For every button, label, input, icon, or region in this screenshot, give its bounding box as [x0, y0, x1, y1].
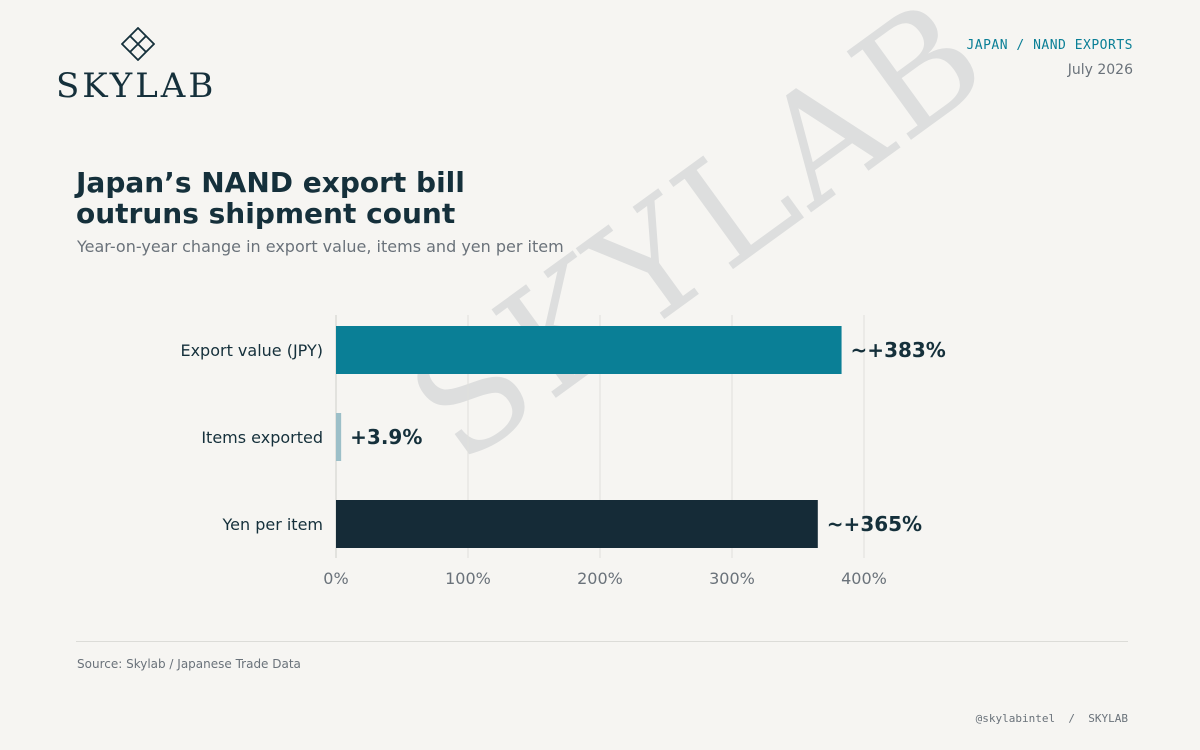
category-label: Items exported	[201, 428, 323, 447]
chart-title-line-1: Japan’s NAND export bill	[76, 166, 465, 199]
footer-handle: @skylabintel / SKYLAB	[975, 712, 1128, 725]
publish-date: July 2026	[1067, 62, 1133, 78]
bar	[336, 326, 842, 374]
diamond-lattice-icon	[121, 27, 155, 61]
chart-title: Japan’s NAND export bill outruns shipmen…	[76, 167, 636, 229]
source-note: Source: Skylab / Japanese Trade Data	[77, 657, 301, 671]
bar	[336, 413, 342, 461]
x-tick-label: 0%	[323, 569, 348, 588]
category-label: Yen per item	[221, 515, 323, 534]
x-tick-label: 400%	[841, 569, 887, 588]
x-tick-label: 300%	[709, 569, 755, 588]
brand-wordmark: SKYLAB	[56, 66, 217, 106]
chart-title-line-2: outruns shipment count	[76, 197, 456, 230]
bar	[336, 500, 818, 548]
x-tick-label: 200%	[577, 569, 623, 588]
x-tick-label: 100%	[445, 569, 491, 588]
section-kicker: JAPAN / NAND EXPORTS	[966, 38, 1133, 53]
category-label: Export value (JPY)	[180, 341, 323, 360]
footer-divider	[76, 641, 1128, 642]
data-label: ~+383%	[851, 338, 946, 362]
data-label: ~+365%	[827, 512, 922, 536]
chart-subtitle: Year-on-year change in export value, ite…	[77, 237, 564, 256]
data-label: +3.9%	[350, 425, 422, 449]
